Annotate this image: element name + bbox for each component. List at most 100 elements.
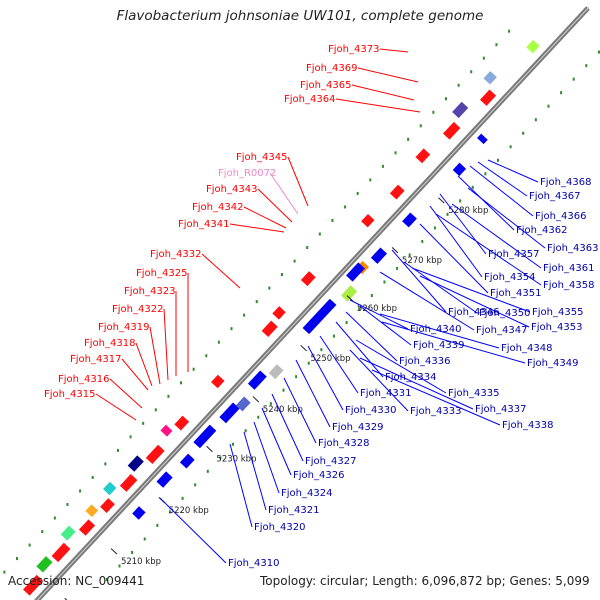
leader-line — [163, 308, 169, 381]
tick-label: 5270 kbp — [402, 256, 442, 266]
gene-label: Fjoh_4316 — [58, 374, 109, 385]
leader-line — [229, 223, 285, 233]
gene-label: Fjoh_4347 — [476, 325, 527, 336]
gene-label: Fjoh_4325 — [136, 268, 187, 279]
dot-mark — [332, 334, 335, 338]
leader-line — [419, 223, 489, 294]
leader-line — [271, 393, 304, 462]
leader-line — [229, 443, 253, 528]
dot-mark — [41, 530, 44, 534]
dot-mark — [444, 97, 447, 101]
leader-line — [457, 175, 515, 231]
leader-line — [349, 299, 409, 330]
dot-mark — [419, 124, 422, 128]
leader-line — [261, 407, 292, 476]
gene-label: Fjoh_4318 — [84, 338, 135, 349]
dot-mark — [421, 239, 424, 243]
leader-line — [135, 342, 153, 387]
tick-mark — [110, 548, 118, 555]
dot-mark — [585, 64, 588, 68]
dot-mark — [318, 232, 321, 236]
leader-line — [149, 326, 161, 385]
dot-mark — [257, 415, 260, 419]
leader-line — [371, 369, 501, 426]
dot-mark — [407, 137, 410, 141]
fwd-gene — [211, 374, 225, 389]
misc-feature — [60, 525, 76, 541]
rev-gene — [247, 370, 267, 390]
fwd-gene — [145, 444, 165, 465]
dot-mark — [16, 557, 19, 561]
dot-mark — [205, 354, 208, 358]
gene-label: Fjoh_4357 — [488, 249, 539, 260]
leader-line — [359, 357, 474, 410]
leader-line — [349, 349, 409, 412]
fwd-gene — [100, 498, 115, 514]
misc-feature — [452, 101, 469, 119]
backbone-highlight — [36, 6, 590, 600]
dot-mark — [91, 475, 94, 479]
gene-label: Fjoh_4327 — [305, 456, 356, 467]
dot-mark — [192, 367, 195, 371]
leader-line — [411, 267, 531, 313]
dot-mark — [269, 402, 272, 406]
fwd-gene — [479, 89, 497, 106]
tick-label: 5210 kbp — [121, 557, 161, 567]
gene-label: Fjoh_4369 — [306, 63, 357, 74]
dot-mark — [358, 307, 361, 311]
gene-label: Fjoh_4335 — [448, 388, 499, 399]
dot-mark — [230, 327, 233, 331]
dot-mark — [432, 110, 435, 114]
tick-mark — [346, 295, 354, 302]
gene-label: Fjoh_4315 — [44, 389, 95, 400]
tick-label: 5260 kbp — [357, 304, 397, 314]
gene-label: Fjoh_4324 — [281, 488, 332, 499]
leader-line — [381, 321, 526, 364]
leader-line — [319, 335, 359, 394]
dot-mark — [509, 145, 512, 149]
rev-gene — [452, 162, 467, 177]
gene-label: Fjoh_4363 — [547, 243, 598, 254]
fwd-gene — [442, 121, 461, 140]
dot-mark — [255, 300, 258, 304]
dot-mark — [268, 286, 271, 290]
fwd-gene — [300, 271, 316, 287]
rev-gene — [370, 247, 387, 264]
misc-feature — [85, 504, 99, 518]
leader-line — [429, 205, 483, 278]
gene-label: Fjoh_4328 — [318, 438, 369, 449]
leader-line — [391, 249, 447, 313]
dot-mark — [282, 388, 285, 392]
dot-mark — [383, 280, 386, 284]
accession-text: Accession: NC_009441 — [8, 574, 145, 588]
gene-label: Fjoh_4319 — [98, 322, 149, 333]
fwd-gene — [51, 542, 71, 563]
dot-mark — [396, 266, 399, 270]
misc-feature — [36, 556, 53, 573]
dot-mark — [597, 50, 600, 54]
misc-feature — [341, 285, 358, 302]
rev-gene — [179, 453, 195, 469]
gene-label: Fjoh_4341 — [178, 219, 229, 230]
gene-label: Fjoh_4320 — [254, 522, 305, 533]
backbone-track — [34, 6, 590, 600]
dot-mark — [206, 469, 209, 473]
dot-mark — [572, 77, 575, 81]
tick-label: 5280 kbp — [448, 206, 488, 216]
fwd-gene — [272, 306, 286, 320]
gene-label: Fjoh_4355 — [532, 307, 583, 318]
tick-label: 5240 kbp — [263, 405, 303, 415]
leader-line — [109, 378, 143, 409]
feature-track — [23, 39, 540, 596]
leader-line — [439, 193, 487, 255]
tick-mark — [64, 597, 68, 600]
tick-mark — [252, 396, 260, 403]
dot-mark — [331, 218, 334, 222]
gene-label: Fjoh_4339 — [413, 340, 464, 351]
dot-mark — [219, 456, 222, 460]
leader-line — [357, 67, 419, 83]
gene-label: Fjoh_4345 — [236, 152, 287, 163]
gene-label: Fjoh_4346 — [448, 307, 499, 318]
gene-labels: Fjoh_4373 Fjoh_4369 Fjoh_4365 Fjoh_4364 Fjoh… — [44, 44, 598, 569]
